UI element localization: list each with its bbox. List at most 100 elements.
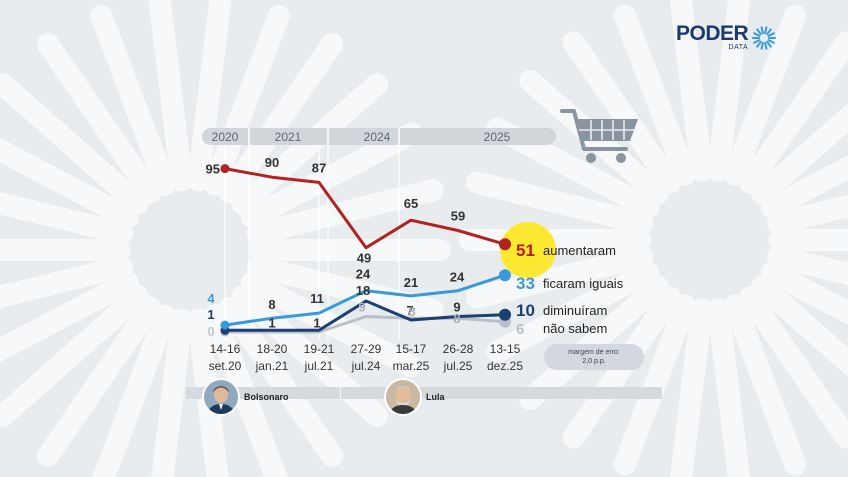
x-tick-month: jul.21 [304,359,334,373]
sunburst-ray [767,39,776,44]
lula-avatar [384,378,422,416]
sunburst-ray [767,32,776,37]
series-line-diminuiram [223,299,507,332]
background-ray [246,179,444,245]
background-ray [738,286,848,449]
president-bolsonaro: Bolsonaro [202,378,289,416]
background-ray [519,275,669,411]
president-name: Bolsonaro [244,392,289,402]
poderdata-logo: PODER DATA [676,22,777,52]
series-line-aumentaram [223,167,507,250]
data-label: 90 [265,155,279,170]
x-tick-days: 13-15 [490,342,521,356]
background-ray [92,304,177,477]
end-value-diminuiram: 10 [516,301,535,320]
data-label: 1 [313,315,320,330]
sunburst-ray [764,41,768,50]
x-tick-days: 14-16 [210,342,241,356]
start-value-naosabem: 0 [207,324,214,339]
year-label: 2020 [212,130,239,144]
x-tick-month: jan.21 [255,359,289,373]
margin-of-error-value: 2,0 p.p. [582,358,606,365]
x-tick-days: 19-21 [304,342,335,356]
background-ray [670,298,713,477]
background-ray [218,33,344,204]
data-label: 11 [310,291,324,306]
background-ray [613,294,697,476]
sunburst-ray [766,40,773,48]
background-ray [766,245,848,286]
background-ray [240,271,423,378]
year-band [202,128,556,145]
end-value-aumentaram: 51 [516,241,535,260]
bolsonaro-avatar [202,378,240,416]
sunburst-ray [764,26,768,35]
background-ray [751,103,848,205]
background-ray [0,73,149,215]
start-point-iguais [220,320,230,330]
series-line-iguais [223,273,507,327]
data-label: 7 [406,303,413,318]
sunburst-ray [766,28,773,36]
president-name: Lula [426,392,445,402]
data-label: 9 [358,300,365,315]
data-label: 24 [450,270,465,285]
background-ray [751,275,848,377]
background-ray [465,171,654,235]
data-label: 65 [404,196,418,211]
sunburst-ray [753,32,761,37]
background-ray [465,245,654,309]
x-tick-month: mar.25 [393,359,430,373]
legend-label-diminuiram: diminuíram [543,303,607,318]
data-label: 8 [268,297,275,312]
end-point-diminuiram [499,308,511,321]
start-point-aumentaram [220,164,230,174]
margin-of-error-label: margem de erro: [568,349,620,356]
sunburst-ray [760,41,765,50]
x-tick-days: 18-20 [257,342,288,356]
background-ray [766,194,848,235]
background-ray [707,298,750,477]
background-ray [486,261,660,363]
background-ray [707,0,750,182]
sunburst-ray [756,28,763,36]
background-ray [0,271,140,363]
data-label: 18 [356,283,370,298]
start-value-diminuiram: 1 [207,307,214,322]
logo-subtext: DATA [728,44,749,51]
x-tick-month: jul.25 [443,359,473,373]
data-label: 21 [404,275,418,290]
legend-label-iguais: ficaram iguais [543,276,624,291]
highlight-circle [500,222,556,278]
background-ray [562,31,682,194]
sunburst-ray [756,40,763,48]
sunburst-ray [753,39,761,44]
president-lula: Lula [384,378,445,416]
data-label: 1 [268,315,275,330]
data-label: 9 [453,300,460,315]
year-label: 2021 [275,130,302,144]
background-ray [723,294,807,476]
sunburst-ray [760,26,765,35]
background-ray [0,191,134,245]
x-tick-days: 27-29 [351,342,382,356]
x-tick-days: 26-28 [443,342,474,356]
background-ray [36,33,162,204]
x-tick-month: set.20 [209,359,242,373]
background-ray [90,5,177,196]
data-label: 49 [357,251,371,266]
data-label: 87 [312,160,326,175]
data-label: 8 [453,311,460,326]
background-ray [36,296,162,467]
logo-text: PODER [676,22,749,45]
series-line-naosabem [223,315,507,334]
x-tick-month: jul.24 [351,359,381,373]
year-label: 2024 [364,130,391,144]
background-ray [203,304,288,477]
background-ray [0,285,149,427]
start-value-iguais: 4 [207,291,215,306]
background-ray [738,31,848,194]
data-label: 59 [451,209,465,224]
background-ray [670,0,713,182]
end-value-naosabem: 6 [516,321,524,338]
